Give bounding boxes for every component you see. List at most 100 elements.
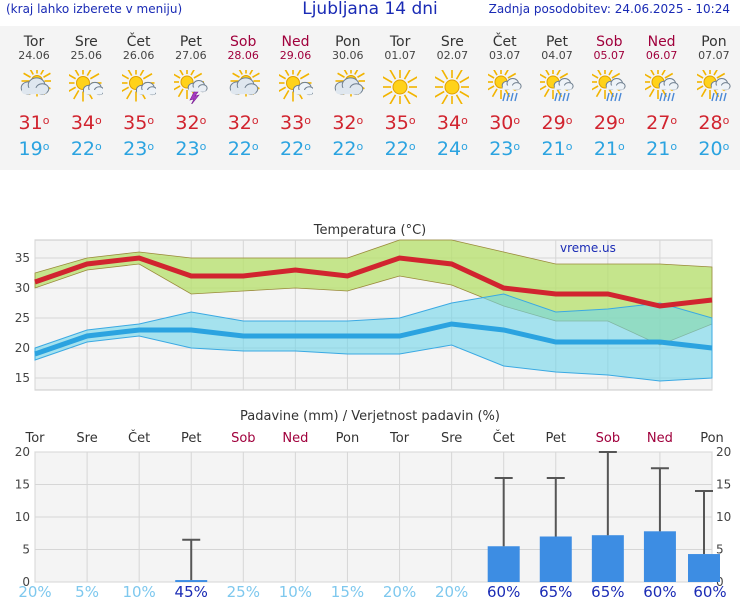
- precipitation-day-label: Pon: [336, 431, 360, 446]
- precipitation-day-label: Sob: [231, 431, 255, 446]
- forecast-day: Pet 27.06 32o 23o: [165, 26, 217, 160]
- precipitation-probability-label: 60%: [487, 583, 520, 600]
- precipitation-probability-label: 25%: [227, 583, 260, 600]
- max-temperature: 34o: [70, 112, 102, 134]
- max-temperature: 31o: [18, 112, 50, 134]
- sun-cloud-icon: [121, 70, 156, 102]
- temperature-tick-label: 30: [15, 281, 30, 295]
- forecast-day: Tor 24.06 31o 19o: [8, 26, 60, 160]
- temperature-tick-label: 20: [15, 341, 30, 355]
- forecast-day: Tor 01.07 35o 22o: [374, 26, 426, 160]
- temperature-chart-title: Temperatura (°C): [313, 223, 426, 238]
- day-date: 24.06: [18, 49, 50, 62]
- temperature-tick-label: 25: [15, 311, 30, 325]
- precipitation-tick-label-left: 10: [15, 510, 30, 524]
- day-name: Pet: [545, 34, 569, 50]
- sun-rain-icon: [540, 70, 574, 102]
- thunderstorm-icon: [173, 70, 208, 104]
- precipitation-tick-label-right: 5: [716, 543, 724, 557]
- min-temperature: 19o: [18, 138, 50, 160]
- precipitation-probability-label: 65%: [539, 583, 572, 600]
- precipitation-day-label: Sre: [76, 431, 97, 446]
- sun-rain-icon: [696, 70, 731, 102]
- daily-forecast-panel: Tor 24.06 31o 19o Sre 25.06 34o 22o Čet 26.06 3…: [0, 26, 740, 170]
- day-date: 25.06: [70, 49, 103, 62]
- day-name: Sob: [230, 34, 257, 50]
- min-temperature: 22o: [332, 138, 364, 160]
- temperature-tick-label: 15: [15, 371, 30, 385]
- precipitation-bar: [591, 535, 624, 582]
- precipitation-probability-label: 20%: [18, 583, 51, 600]
- max-temperature: 32o: [332, 112, 364, 134]
- day-name: Čet: [492, 34, 517, 50]
- max-temperature: 34o: [436, 112, 468, 134]
- forecast-day: Ned 29.06 33o 22o: [270, 26, 322, 160]
- precipitation-day-label: Pet: [181, 431, 201, 446]
- temperature-tick-label: 35: [15, 251, 30, 265]
- precipitation-day-label: Ned: [282, 431, 308, 446]
- forecast-day: Čet 26.06 35o 23o: [113, 26, 165, 160]
- precipitation-tick-label-right: 10: [716, 510, 731, 524]
- precipitation-chart-title: Padavine (mm) / Verjetnost padavin (%): [240, 409, 500, 424]
- max-temperature: 33o: [280, 112, 311, 134]
- min-temperature: 20o: [698, 138, 730, 160]
- day-name: Pon: [335, 34, 361, 50]
- precipitation-tick-label-right: 20: [716, 445, 731, 459]
- precipitation-bar: [175, 580, 208, 582]
- day-name: Sob: [596, 34, 623, 50]
- min-temperature: 21o: [541, 138, 573, 160]
- day-date: 07.07: [698, 49, 730, 62]
- day-date: 05.07: [593, 49, 626, 62]
- sun-icon: [435, 70, 470, 104]
- min-temperature: 21o: [646, 138, 678, 160]
- precipitation-probability-label: 45%: [175, 583, 208, 600]
- day-name: Sre: [440, 34, 464, 50]
- partly-cloudy-icon: [334, 70, 365, 97]
- page-title: Ljubljana 14 dni: [302, 0, 438, 19]
- min-temperature: 23o: [489, 138, 521, 160]
- max-temperature: 28o: [698, 112, 730, 134]
- sun-cloud-icon: [278, 70, 313, 102]
- min-temperature: 23o: [175, 138, 207, 160]
- max-temperature: 29o: [541, 112, 573, 134]
- forecast-day: Čet 03.07 30o 23o: [479, 26, 531, 160]
- forecast-day: Ned 06.07 27o 21o: [636, 26, 688, 160]
- location-menu-hint[interactable]: (kraj lahko izberete v meniju): [6, 2, 183, 16]
- forecast-day: Sob 05.07 29o 21o: [583, 26, 635, 160]
- precipitation-tick-label-left: 5: [22, 543, 30, 557]
- forecast-day: Pon 07.07 28o 20o: [688, 26, 740, 160]
- chart-watermark: vreme.us: [560, 241, 616, 255]
- min-temperature: 22o: [227, 138, 259, 160]
- precipitation-tick-label-left: 15: [15, 478, 30, 492]
- partly-cloudy-icon: [229, 70, 261, 97]
- max-temperature: 35o: [123, 112, 155, 134]
- day-name: Ned: [281, 34, 310, 50]
- forecast-day: Sob 28.06 32o 22o: [217, 26, 269, 160]
- min-temperature: 22o: [280, 138, 311, 160]
- precipitation-probability-label: 60%: [643, 583, 676, 600]
- day-name: Tor: [389, 34, 411, 50]
- day-date: 01.07: [384, 49, 416, 62]
- sun-icon: [383, 70, 418, 104]
- day-date: 06.07: [645, 49, 678, 62]
- sun-rain-icon: [487, 70, 522, 102]
- precipitation-probability-label: 5%: [75, 583, 99, 600]
- min-temperature: 24o: [436, 138, 468, 160]
- min-temperature: 22o: [384, 138, 416, 160]
- precipitation-day-label: Tor: [389, 431, 410, 446]
- precipitation-day-label: Čet: [128, 430, 150, 446]
- precipitation-day-label: Čet: [493, 430, 515, 446]
- day-date: 03.07: [488, 49, 521, 62]
- max-temperature: 32o: [227, 112, 259, 134]
- precipitation-day-label: Tor: [24, 431, 45, 446]
- max-temperature: 30o: [489, 112, 521, 134]
- day-date: 28.06: [227, 49, 259, 62]
- day-name: Tor: [23, 34, 45, 50]
- forecast-day: Pet 04.07 29o 21o: [531, 26, 583, 160]
- precipitation-probability-label: 10%: [279, 583, 312, 600]
- max-temperature: 27o: [646, 112, 678, 134]
- page-header: (kraj lahko izberete v meniju) Ljubljana…: [0, 0, 740, 22]
- sun-rain-icon: [592, 70, 626, 102]
- partly-cloudy-icon: [20, 70, 51, 97]
- sun-cloud-icon: [69, 70, 104, 102]
